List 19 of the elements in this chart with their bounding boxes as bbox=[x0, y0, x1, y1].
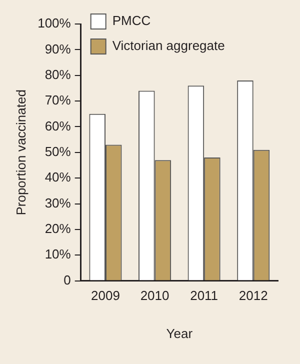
legend-label: Victorian aggregate bbox=[112, 38, 225, 54]
y-tick-label: 80% bbox=[44, 66, 72, 82]
x-tick-label: 2011 bbox=[190, 288, 218, 304]
y-tick-label: 30% bbox=[44, 195, 72, 210]
y-tick-label: 10% bbox=[44, 246, 72, 262]
y-tick-label: 20% bbox=[44, 221, 72, 236]
y-tick-label: 40% bbox=[44, 170, 72, 185]
y-axis-title: Proportion vaccinated bbox=[13, 90, 28, 216]
x-axis-title: Year bbox=[166, 326, 194, 341]
y-tick-label: 100% bbox=[38, 16, 72, 31]
x-tick-label: 2012 bbox=[238, 288, 268, 304]
y-tick-label: 0 bbox=[64, 272, 71, 288]
y-tick-label: 70% bbox=[44, 92, 72, 108]
y-tick-label: 90% bbox=[44, 41, 72, 56]
y-tick-label: 60% bbox=[44, 118, 72, 134]
legend-label: PMCC bbox=[112, 13, 151, 28]
x-tick-label: 2010 bbox=[140, 288, 170, 304]
x-tick-label: 2009 bbox=[91, 288, 120, 304]
y-tick-label: 50% bbox=[44, 144, 72, 159]
